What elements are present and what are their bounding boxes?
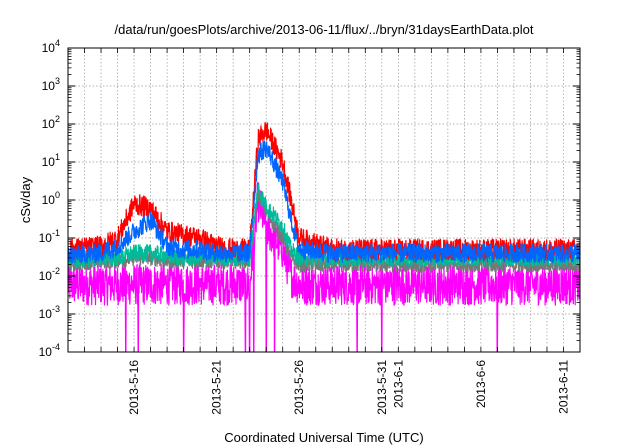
y-tick-base: 10 [42, 41, 56, 55]
y-tick-label: 101 [42, 152, 60, 169]
y-tick-label: 10-4 [39, 342, 60, 359]
y-tick-label: 10-1 [39, 228, 60, 245]
series-line [67, 140, 581, 264]
y-axis-title: cSv/day [18, 176, 33, 223]
y-tick-exponent: -3 [52, 304, 60, 314]
y-tick-base: 10 [42, 79, 56, 93]
x-tick-label: 2013-5-21 [210, 360, 224, 415]
y-tick-exponent: -4 [52, 342, 60, 352]
y-tick-base: 10 [39, 307, 53, 321]
y-tick-base: 10 [39, 345, 53, 359]
y-tick-label: 104 [42, 38, 60, 55]
y-tick-label: 10-2 [39, 266, 60, 283]
y-tick-base: 10 [42, 117, 56, 131]
x-axis-title: Coordinated Universal Time (UTC) [224, 430, 423, 445]
y-tick-exponent: 2 [55, 114, 60, 124]
y-tick-exponent: 3 [55, 76, 60, 86]
y-tick-exponent: 0 [55, 190, 60, 200]
y-tick-label: 100 [42, 190, 60, 207]
x-tick-label: 2013-5-26 [292, 360, 306, 415]
x-tick-label: 2013-5-31 [375, 360, 389, 415]
ticks: 10-410-310-210-11001011021031042013-5-16… [39, 38, 581, 415]
y-tick-exponent: 4 [55, 38, 60, 48]
x-tick-label: 2013-6-11 [556, 360, 570, 414]
x-tick-label: 2013-6-1 [391, 360, 405, 408]
y-tick-base: 10 [39, 231, 53, 245]
y-tick-base: 10 [39, 269, 53, 283]
y-tick-base: 10 [42, 193, 56, 207]
x-tick-label: 2013-5-16 [127, 360, 141, 415]
y-tick-exponent: -2 [52, 266, 60, 276]
chart-title: /data/run/goesPlots/archive/2013-06-11/f… [115, 22, 534, 37]
y-tick-label: 102 [42, 114, 60, 131]
series-group [67, 122, 581, 353]
y-tick-label: 103 [42, 76, 60, 93]
x-tick-label: 2013-6-6 [474, 360, 488, 408]
y-tick-exponent: 1 [55, 152, 60, 162]
series-line [67, 122, 581, 261]
y-tick-exponent: -1 [52, 228, 60, 238]
y-tick-base: 10 [42, 155, 56, 169]
y-tick-label: 10-3 [39, 304, 60, 321]
